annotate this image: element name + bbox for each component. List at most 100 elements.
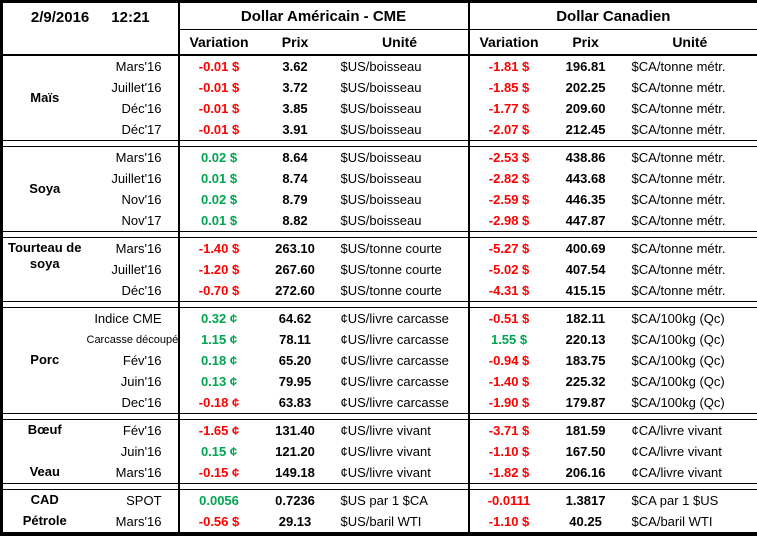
ca-unit-label: $CA/baril WTI (623, 511, 757, 534)
us-unit-label: $US/boisseau (332, 55, 469, 77)
contract-label: Carcasse découpée (87, 329, 179, 350)
us-variation-value: -0.01 $ (179, 77, 259, 98)
ca-section-title: Dollar Canadien (469, 2, 757, 30)
us-variation-value: 0.02 $ (179, 189, 259, 210)
price-row: Déc'16-0.70 $272.60$US/tonne courte-4.31… (2, 280, 757, 302)
ca-price-value: 407.54 (549, 259, 623, 280)
report-date: 2/9/2016 (31, 9, 89, 26)
ca-variation-value: -0.94 $ (469, 350, 549, 371)
ca-price-value: 443.68 (549, 168, 623, 189)
ca-variation-value: -1.77 $ (469, 98, 549, 119)
us-price-value: 8.74 (259, 168, 332, 189)
ca-unit-label: $CA/tonne métr. (623, 259, 757, 280)
us-price-value: 131.40 (259, 420, 332, 442)
ca-variation-value: -1.40 $ (469, 371, 549, 392)
ca-unit-label: ¢CA/livre vivant (623, 462, 757, 484)
us-variation-value: -0.01 $ (179, 98, 259, 119)
contract-label: Juillet'16 (87, 77, 179, 98)
ca-variation-value: -1.90 $ (469, 392, 549, 414)
ca-variation-value: -2.98 $ (469, 210, 549, 232)
commodity-group-label: Tourteau de soya (2, 238, 87, 302)
contract-label: Mars'16 (87, 511, 179, 534)
us-price-value: 3.91 (259, 119, 332, 141)
commodity-group-label: Pétrole (2, 511, 87, 534)
ca-unit-label: $CA/100kg (Qc) (623, 308, 757, 330)
contract-label: Mars'16 (87, 462, 179, 484)
ca-variation-value: -1.10 $ (469, 441, 549, 462)
ca-unit-label: $CA/tonne métr. (623, 210, 757, 232)
ca-price-value: 1.3817 (549, 490, 623, 512)
ca-price-value: 225.32 (549, 371, 623, 392)
commodity-group-label: Maïs (2, 55, 87, 141)
us-variation-value: -1.40 $ (179, 238, 259, 260)
contract-label: Juin'16 (87, 441, 179, 462)
ca-price-value: 220.13 (549, 329, 623, 350)
contract-label: Fév'16 (87, 350, 179, 371)
contract-label: Dec'16 (87, 392, 179, 414)
ca-price-value: 400.69 (549, 238, 623, 260)
us-unit-label: $US/boisseau (332, 77, 469, 98)
us-variation-value: 1.15 ¢ (179, 329, 259, 350)
ca-unit-label: $CA/100kg (Qc) (623, 329, 757, 350)
ca-unite-header: Unité (623, 30, 757, 56)
ca-variation-value: -0.0111 (469, 490, 549, 512)
us-price-value: 8.79 (259, 189, 332, 210)
price-row: Déc'16-0.01 $3.85$US/boisseau-1.77 $209.… (2, 98, 757, 119)
ca-price-value: 182.11 (549, 308, 623, 330)
us-price-value: 3.62 (259, 55, 332, 77)
ca-price-value: 447.87 (549, 210, 623, 232)
ca-variation-value: -3.71 $ (469, 420, 549, 442)
us-price-value: 0.7236 (259, 490, 332, 512)
ca-price-value: 212.45 (549, 119, 623, 141)
contract-label: SPOT (87, 490, 179, 512)
price-row: Dec'16-0.18 ¢63.83¢US/livre carcasse-1.9… (2, 392, 757, 414)
contract-label: Mars'16 (87, 55, 179, 77)
ca-price-value: 446.35 (549, 189, 623, 210)
us-variation-value: -1.20 $ (179, 259, 259, 280)
us-unit-label: ¢US/livre carcasse (332, 329, 469, 350)
us-unit-label: $US/boisseau (332, 168, 469, 189)
contract-label: Déc'16 (87, 280, 179, 302)
us-variation-value: -0.56 $ (179, 511, 259, 534)
contract-label: Mars'16 (87, 238, 179, 260)
us-variation-value: 0.15 ¢ (179, 441, 259, 462)
contract-label: Déc'17 (87, 119, 179, 141)
us-price-value: 272.60 (259, 280, 332, 302)
us-unit-label: ¢US/livre carcasse (332, 308, 469, 330)
us-variation-value: 0.0056 (179, 490, 259, 512)
us-unit-label: ¢US/livre vivant (332, 441, 469, 462)
us-variation-value: -0.01 $ (179, 55, 259, 77)
us-unit-label: $US/boisseau (332, 147, 469, 169)
contract-label: Juillet'16 (87, 168, 179, 189)
ca-unit-label: ¢CA/livre vivant (623, 420, 757, 442)
ca-variation-value: -4.31 $ (469, 280, 549, 302)
commodity-group-label: Soya (2, 147, 87, 232)
ca-unit-label: ¢CA/livre vivant (623, 441, 757, 462)
contract-label: Indice CME (87, 308, 179, 330)
us-price-value: 267.60 (259, 259, 332, 280)
us-variation-value: 0.32 ¢ (179, 308, 259, 330)
ca-unit-label: $CA/100kg (Qc) (623, 350, 757, 371)
us-variation-value: -0.70 $ (179, 280, 259, 302)
ca-price-value: 179.87 (549, 392, 623, 414)
us-price-value: 63.83 (259, 392, 332, 414)
contract-label: Juin'16 (87, 371, 179, 392)
ca-variation-value: -1.10 $ (469, 511, 549, 534)
ca-price-value: 181.59 (549, 420, 623, 442)
ca-variation-header: Variation (469, 30, 549, 56)
contract-label: Déc'16 (87, 98, 179, 119)
ca-unit-label: $CA/tonne métr. (623, 238, 757, 260)
